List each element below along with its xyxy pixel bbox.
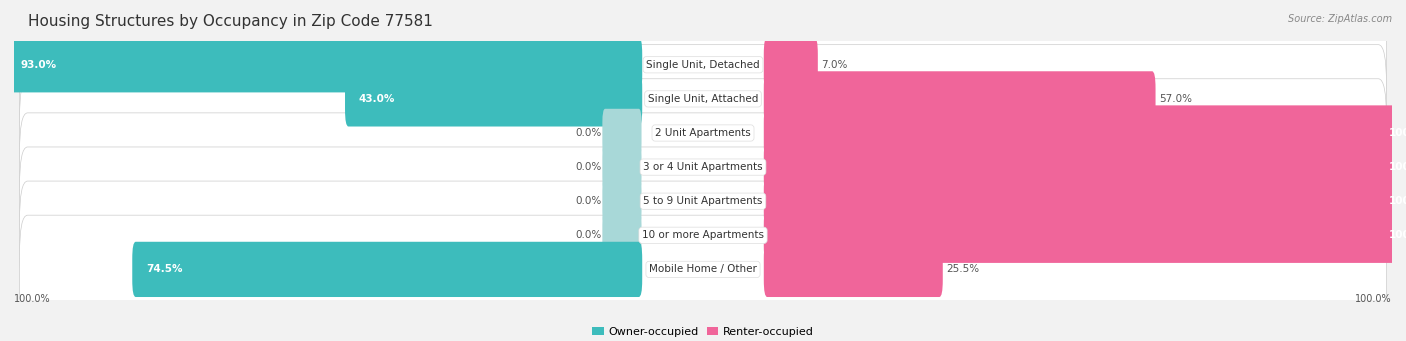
Text: Mobile Home / Other: Mobile Home / Other	[650, 264, 756, 275]
Text: 74.5%: 74.5%	[146, 264, 183, 275]
Text: 5 to 9 Unit Apartments: 5 to 9 Unit Apartments	[644, 196, 762, 206]
FancyBboxPatch shape	[763, 242, 943, 297]
Text: 25.5%: 25.5%	[946, 264, 980, 275]
FancyBboxPatch shape	[602, 177, 641, 225]
Text: Single Unit, Attached: Single Unit, Attached	[648, 94, 758, 104]
FancyBboxPatch shape	[763, 37, 818, 92]
FancyBboxPatch shape	[20, 181, 1386, 290]
Text: 93.0%: 93.0%	[21, 60, 56, 70]
Text: Source: ZipAtlas.com: Source: ZipAtlas.com	[1288, 14, 1392, 24]
Text: 3 or 4 Unit Apartments: 3 or 4 Unit Apartments	[643, 162, 763, 172]
Text: 100.0%: 100.0%	[1389, 230, 1406, 240]
FancyBboxPatch shape	[763, 105, 1406, 161]
Text: Single Unit, Detached: Single Unit, Detached	[647, 60, 759, 70]
Text: 0.0%: 0.0%	[575, 196, 602, 206]
FancyBboxPatch shape	[20, 215, 1386, 324]
Text: 57.0%: 57.0%	[1159, 94, 1192, 104]
Text: 0.0%: 0.0%	[575, 230, 602, 240]
FancyBboxPatch shape	[7, 37, 643, 92]
Legend: Owner-occupied, Renter-occupied: Owner-occupied, Renter-occupied	[588, 322, 818, 341]
FancyBboxPatch shape	[602, 211, 641, 260]
Text: 2 Unit Apartments: 2 Unit Apartments	[655, 128, 751, 138]
Text: 0.0%: 0.0%	[575, 128, 602, 138]
Text: 0.0%: 0.0%	[575, 162, 602, 172]
Text: Housing Structures by Occupancy in Zip Code 77581: Housing Structures by Occupancy in Zip C…	[28, 14, 433, 29]
FancyBboxPatch shape	[602, 109, 641, 157]
FancyBboxPatch shape	[132, 242, 643, 297]
FancyBboxPatch shape	[20, 147, 1386, 255]
Text: 43.0%: 43.0%	[359, 94, 395, 104]
Text: 7.0%: 7.0%	[821, 60, 848, 70]
FancyBboxPatch shape	[763, 208, 1406, 263]
FancyBboxPatch shape	[20, 79, 1386, 187]
Text: 100.0%: 100.0%	[1389, 196, 1406, 206]
FancyBboxPatch shape	[20, 113, 1386, 221]
Text: 10 or more Apartments: 10 or more Apartments	[643, 230, 763, 240]
FancyBboxPatch shape	[344, 71, 643, 127]
FancyBboxPatch shape	[763, 139, 1406, 195]
FancyBboxPatch shape	[763, 174, 1406, 229]
FancyBboxPatch shape	[20, 11, 1386, 119]
FancyBboxPatch shape	[763, 71, 1156, 127]
Text: 100.0%: 100.0%	[1389, 128, 1406, 138]
Text: 100.0%: 100.0%	[14, 294, 51, 305]
FancyBboxPatch shape	[20, 45, 1386, 153]
Text: 100.0%: 100.0%	[1355, 294, 1392, 305]
FancyBboxPatch shape	[602, 143, 641, 191]
Text: 100.0%: 100.0%	[1389, 162, 1406, 172]
